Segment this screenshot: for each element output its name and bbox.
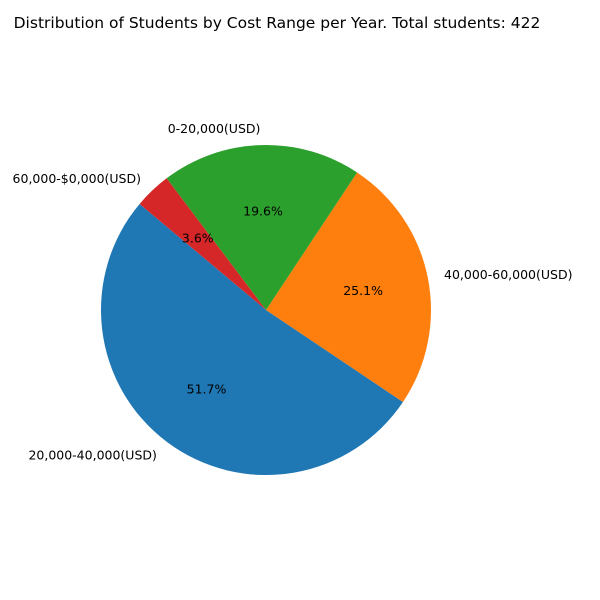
slice-percent-label: 19.6% — [243, 204, 283, 219]
chart-title: Distribution of Students by Cost Range p… — [14, 14, 541, 32]
pie-slice — [139, 178, 266, 310]
slice-category-label: 20,000-40,000(USD) — [28, 448, 156, 463]
slice-category-label: 0-20,000(USD) — [168, 121, 261, 136]
pie-slice — [266, 172, 431, 402]
slice-percent-label: 3.6% — [182, 231, 214, 246]
slice-percent-label: 25.1% — [343, 283, 383, 298]
pie-slices — [100, 144, 431, 476]
pie-slice — [166, 144, 358, 310]
slice-percent-label: 51.7% — [187, 382, 227, 397]
pie-labels: 51.7% 20,000-40,000(USD) 25.1% 40,000-60,00… — [13, 121, 573, 463]
slice-category-label: 60,000-$0,000(USD) — [13, 171, 141, 186]
slice-category-label: 40,000-60,000(USD) — [444, 267, 572, 282]
pie-slice — [100, 203, 403, 476]
